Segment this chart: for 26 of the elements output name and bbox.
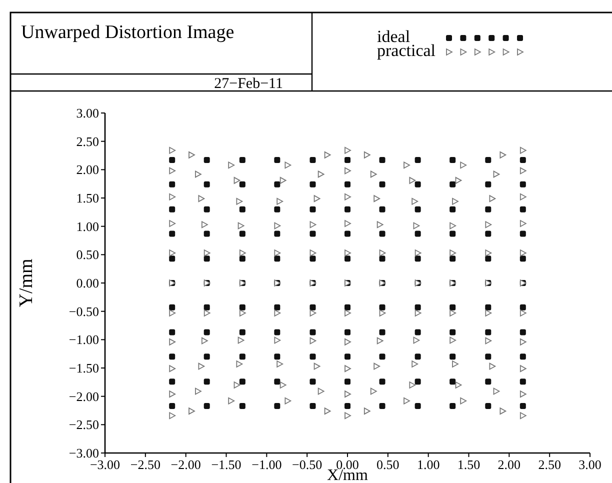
x-tick-label: −0.50 — [292, 457, 322, 472]
y-tick-label: 2.00 — [76, 162, 99, 178]
y-tick-label: 3.00 — [76, 106, 99, 120]
x-tick-label: 0.50 — [376, 457, 400, 472]
y-tick-label: 1.00 — [76, 218, 99, 234]
y-tick-label: 2.50 — [76, 134, 99, 149]
x-tick-label: −1.00 — [252, 457, 282, 472]
x-tick-label: 3.00 — [578, 457, 602, 472]
y-tick-label: −0.50 — [68, 304, 99, 319]
chart-subtitle: 27−Feb−11 — [214, 76, 283, 92]
x-tick-label: 2.00 — [498, 457, 521, 472]
y-tick-label: −2.50 — [68, 417, 99, 432]
x-tick-label: −1.50 — [211, 457, 242, 472]
x-tick-label: 2.50 — [538, 457, 561, 472]
x-tick-label: −2.00 — [170, 457, 201, 472]
y-tick-label: −2.00 — [68, 388, 99, 404]
y-tick-label: 1.50 — [76, 190, 99, 206]
chart-title: Unwarped Distortion Image — [21, 22, 234, 43]
y-tick-label: 0.50 — [76, 247, 99, 262]
y-axis-title: Y/mm — [16, 258, 37, 308]
y-tick-label: −1.00 — [68, 332, 99, 348]
x-tick-label: 1.00 — [416, 457, 440, 472]
x-tick-label: 1.50 — [457, 457, 480, 472]
x-tick-label: −2.50 — [130, 457, 160, 472]
y-tick-label: 0.00 — [76, 276, 99, 290]
y-tick-label: −1.50 — [68, 360, 99, 376]
